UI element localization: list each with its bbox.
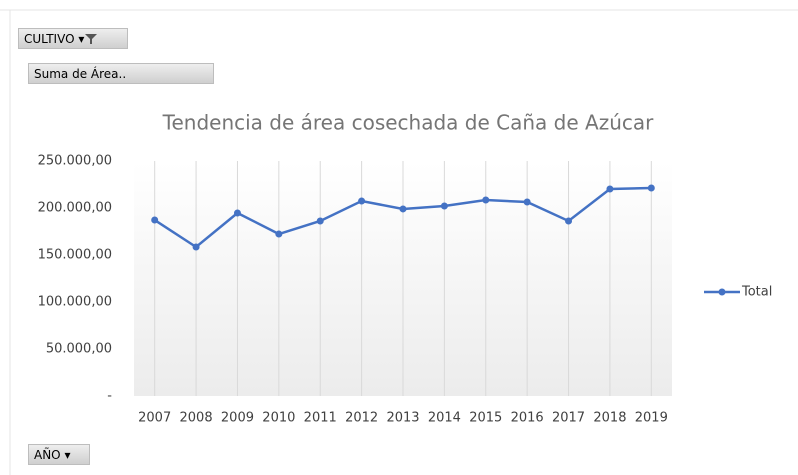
x-tick-label: 2011 xyxy=(304,411,337,426)
x-tick-label: 2013 xyxy=(386,411,419,426)
x-tick-label: 2017 xyxy=(552,411,585,426)
x-tick-label: 2018 xyxy=(593,411,626,426)
x-tick-label: 2010 xyxy=(262,411,295,426)
point xyxy=(606,185,614,193)
point xyxy=(523,198,531,206)
filter-label: CULTIVO xyxy=(24,31,75,46)
point xyxy=(565,217,573,225)
point xyxy=(399,205,407,213)
axis-label: AÑO xyxy=(34,447,61,462)
legend-label: Total xyxy=(741,285,772,300)
y-tick-label: 150.000,00 xyxy=(38,248,112,263)
point xyxy=(151,216,159,224)
y-tick-label: 100.000,00 xyxy=(38,295,112,310)
point xyxy=(358,197,366,205)
y-tick-label: 50.000,00 xyxy=(46,342,112,357)
filter-button[interactable]: CULTIVO ▾ xyxy=(18,28,128,49)
filter-icon xyxy=(85,33,98,44)
x-tick-label: 2019 xyxy=(635,411,668,426)
x-tick-label: 2012 xyxy=(345,411,378,426)
x-tick-label: 2014 xyxy=(428,411,461,426)
point xyxy=(275,230,283,238)
x-tick-label: 2008 xyxy=(180,411,213,426)
x-tick-label: 2007 xyxy=(138,411,171,426)
point xyxy=(233,209,241,217)
y-tick-label: 250.000,00 xyxy=(38,154,112,169)
point xyxy=(316,217,324,225)
point xyxy=(440,202,448,210)
axis-button[interactable]: AÑO ▾ xyxy=(28,444,90,465)
x-tick-label: 2016 xyxy=(511,411,544,426)
x-tick-label: 2009 xyxy=(221,411,254,426)
point xyxy=(482,196,490,204)
chart-title: Tendencia de área cosechada de Caña de A… xyxy=(162,111,654,135)
values-label: Suma de Área.. xyxy=(34,66,127,81)
y-tick-label: - xyxy=(107,389,112,404)
y-tick-label: 200.000,00 xyxy=(38,201,112,216)
x-tick-label: 2015 xyxy=(469,411,502,426)
legend-marker xyxy=(718,288,726,296)
point xyxy=(647,184,655,192)
values-button[interactable]: Suma de Área.. xyxy=(28,63,214,84)
point xyxy=(192,243,200,251)
